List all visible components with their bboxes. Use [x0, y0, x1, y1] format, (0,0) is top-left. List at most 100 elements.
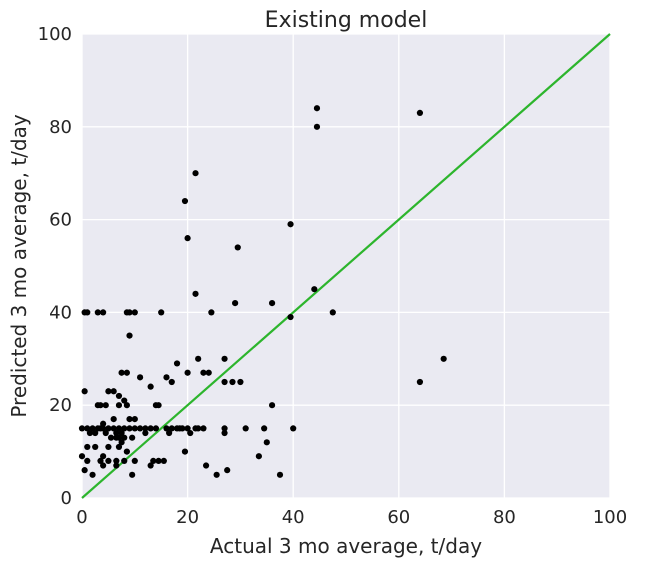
data-point: [224, 467, 231, 474]
data-point: [92, 429, 99, 437]
data-point: [221, 425, 228, 432]
data-point: [276, 471, 284, 478]
data-point: [221, 355, 228, 362]
data-point: [129, 434, 136, 441]
data-point: [126, 332, 133, 339]
data-point: [121, 434, 128, 441]
data-point: [287, 313, 294, 321]
data-point: [113, 457, 120, 464]
x-tick-label: 60: [387, 507, 410, 528]
data-point: [84, 425, 91, 432]
data-point: [110, 416, 117, 423]
reference-line: [81, 33, 611, 499]
data-point: [115, 402, 123, 409]
data-point: [192, 290, 199, 297]
data-point: [118, 369, 125, 376]
data-point: [440, 355, 447, 362]
data-point: [100, 425, 107, 432]
data-point: [416, 109, 424, 116]
data-point: [261, 425, 268, 432]
x-axis-title: Actual 3 mo average, t/day: [210, 534, 482, 558]
y-tick-label: 40: [49, 302, 72, 323]
data-point: [158, 309, 165, 316]
data-point: [147, 425, 154, 432]
data-point: [234, 244, 241, 251]
data-point: [202, 462, 210, 469]
data-point: [100, 462, 107, 469]
data-point: [102, 402, 109, 409]
data-point: [92, 443, 99, 451]
data-point: [147, 462, 154, 469]
x-tick-label: 40: [282, 507, 305, 528]
data-point: [118, 429, 125, 437]
data-point: [255, 453, 262, 460]
y-tick-label: 80: [49, 117, 72, 138]
data-point: [290, 425, 297, 432]
data-point: [107, 434, 115, 441]
data-point: [168, 425, 175, 432]
data-point: [113, 429, 120, 437]
data-point: [208, 309, 215, 316]
data-point: [268, 402, 276, 409]
data-point: [152, 425, 160, 432]
data-point: [123, 369, 130, 376]
data-point: [200, 369, 207, 376]
data-point: [89, 471, 96, 478]
data-point: [118, 439, 125, 446]
y-tick-label: 0: [61, 488, 72, 509]
data-point: [173, 360, 181, 367]
data-point: [97, 402, 104, 409]
data-point: [84, 309, 91, 316]
data-point: [102, 429, 109, 437]
data-point: [105, 388, 112, 395]
data-point: [121, 425, 128, 432]
y-tick-label: 100: [38, 24, 72, 45]
data-point: [155, 402, 162, 409]
data-point: [115, 443, 123, 451]
data-point: [100, 453, 107, 460]
data-point: [84, 443, 91, 451]
data-point: [105, 457, 112, 464]
data-point: [131, 457, 138, 464]
data-point: [168, 378, 175, 386]
gridlines: [81, 33, 611, 499]
data-point: [184, 425, 191, 432]
data-point: [97, 457, 104, 464]
data-point: [126, 309, 133, 316]
data-point: [184, 369, 191, 376]
x-tick-label: 80: [493, 507, 516, 528]
data-point: [131, 416, 138, 423]
data-point: [313, 123, 321, 130]
data-point: [181, 197, 189, 205]
data-point: [115, 392, 123, 400]
data-point: [100, 309, 107, 316]
data-point: [184, 235, 191, 242]
data-point: [232, 300, 239, 307]
data-point: [123, 402, 130, 409]
data-point: [163, 374, 170, 381]
data-point: [263, 439, 270, 446]
data-point: [192, 170, 199, 177]
data-point: [195, 425, 202, 432]
x-tick-label: 100: [593, 507, 627, 528]
data-point: [131, 309, 138, 316]
data-point: [142, 425, 149, 432]
data-point: [129, 471, 136, 478]
data-point: [195, 355, 202, 362]
data-point: [200, 425, 207, 432]
y-tick-label: 20: [49, 395, 72, 416]
data-point: [121, 457, 128, 464]
data-point: [81, 467, 88, 474]
data-point: [166, 429, 173, 437]
data-point: [113, 462, 120, 469]
data-point: [229, 378, 236, 386]
y-tick-label: 60: [49, 210, 72, 231]
x-tick-label: 0: [76, 507, 87, 528]
data-point: [78, 425, 86, 432]
data-points: [78, 105, 447, 478]
data-point: [89, 425, 96, 432]
data-point: [126, 425, 133, 432]
data-point: [131, 425, 138, 432]
chart-title: Existing model: [265, 8, 428, 33]
